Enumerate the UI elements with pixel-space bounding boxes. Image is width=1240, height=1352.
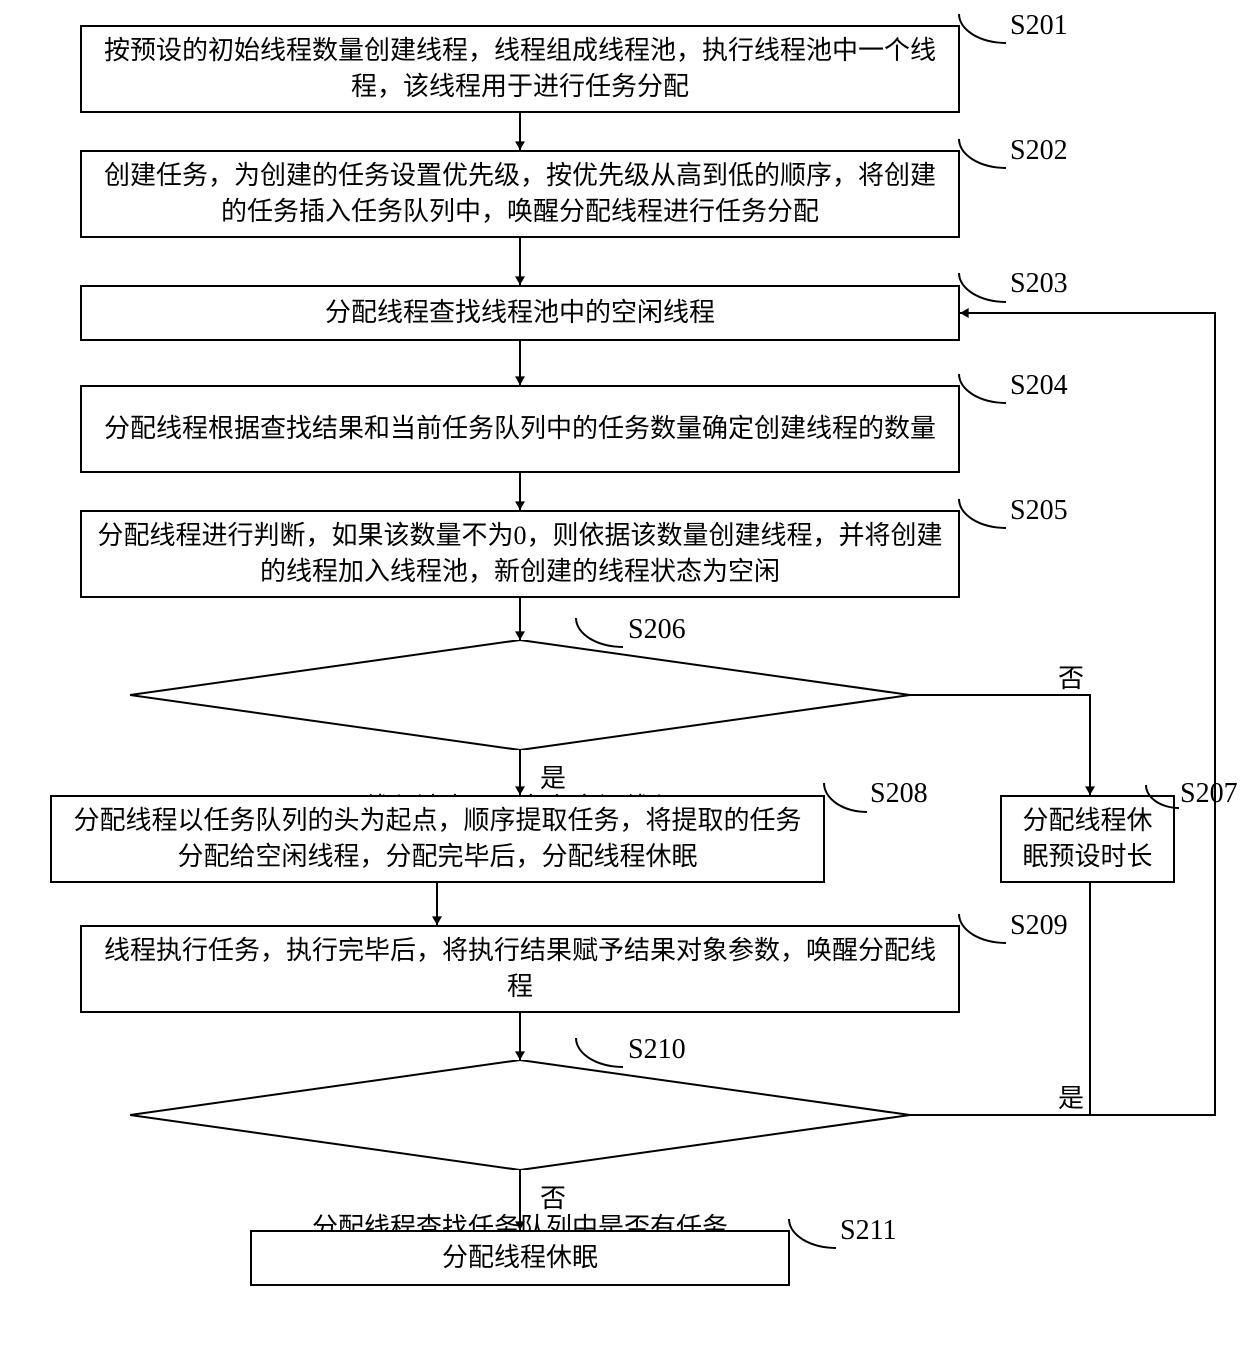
node-s210: 分配线程查找任务队列中是否有任务 <box>130 1060 910 1170</box>
label-s207: S207 <box>1180 778 1238 810</box>
node-s209: 线程执行任务，执行完毕后，将执行结果赋予结果对象参数，唤醒分配线程 <box>80 925 960 1013</box>
node-s211: 分配线程休眠 <box>250 1230 790 1286</box>
node-s205: 分配线程进行判断，如果该数量不为0，则依据该数量创建线程，并将创建的线程加入线程… <box>80 510 960 598</box>
node-s207: 分配线程休眠预设时长 <box>1000 795 1175 883</box>
label-s210: S210 <box>628 1034 686 1066</box>
branch-s206_yes: 是 <box>540 758 566 795</box>
branch-s210_yes: 是 <box>1058 1078 1084 1115</box>
node-s204: 分配线程根据查找结果和当前任务队列中的任务数量确定创建线程的数量 <box>80 385 960 473</box>
node-s201: 按预设的初始线程数量创建线程，线程组成线程池，执行线程池中一个线程，该线程用于进… <box>80 25 960 113</box>
branch-s206_no: 否 <box>1058 658 1084 695</box>
node-s208: 分配线程以任务队列的头为起点，顺序提取任务，将提取的任务分配给空闲线程，分配完毕… <box>50 795 825 883</box>
node-s206: 线程池中是否存在空闲线程 <box>130 640 910 750</box>
node-s202: 创建任务，为创建的任务设置优先级，按优先级从高到低的顺序，将创建的任务插入任务队… <box>80 150 960 238</box>
label-s205: S205 <box>1010 495 1068 527</box>
label-s203: S203 <box>1010 268 1068 300</box>
label-s208: S208 <box>870 778 928 810</box>
label-s209: S209 <box>1010 910 1068 942</box>
label-s201: S201 <box>1010 10 1068 42</box>
flowchart-canvas: 按预设的初始线程数量创建线程，线程组成线程池，执行线程池中一个线程，该线程用于进… <box>0 0 1240 1352</box>
node-s203: 分配线程查找线程池中的空闲线程 <box>80 285 960 341</box>
label-s202: S202 <box>1010 135 1068 167</box>
label-s206: S206 <box>628 614 686 646</box>
label-s211: S211 <box>840 1215 897 1247</box>
label-s204: S204 <box>1010 370 1068 402</box>
branch-s210_no: 否 <box>540 1178 566 1215</box>
